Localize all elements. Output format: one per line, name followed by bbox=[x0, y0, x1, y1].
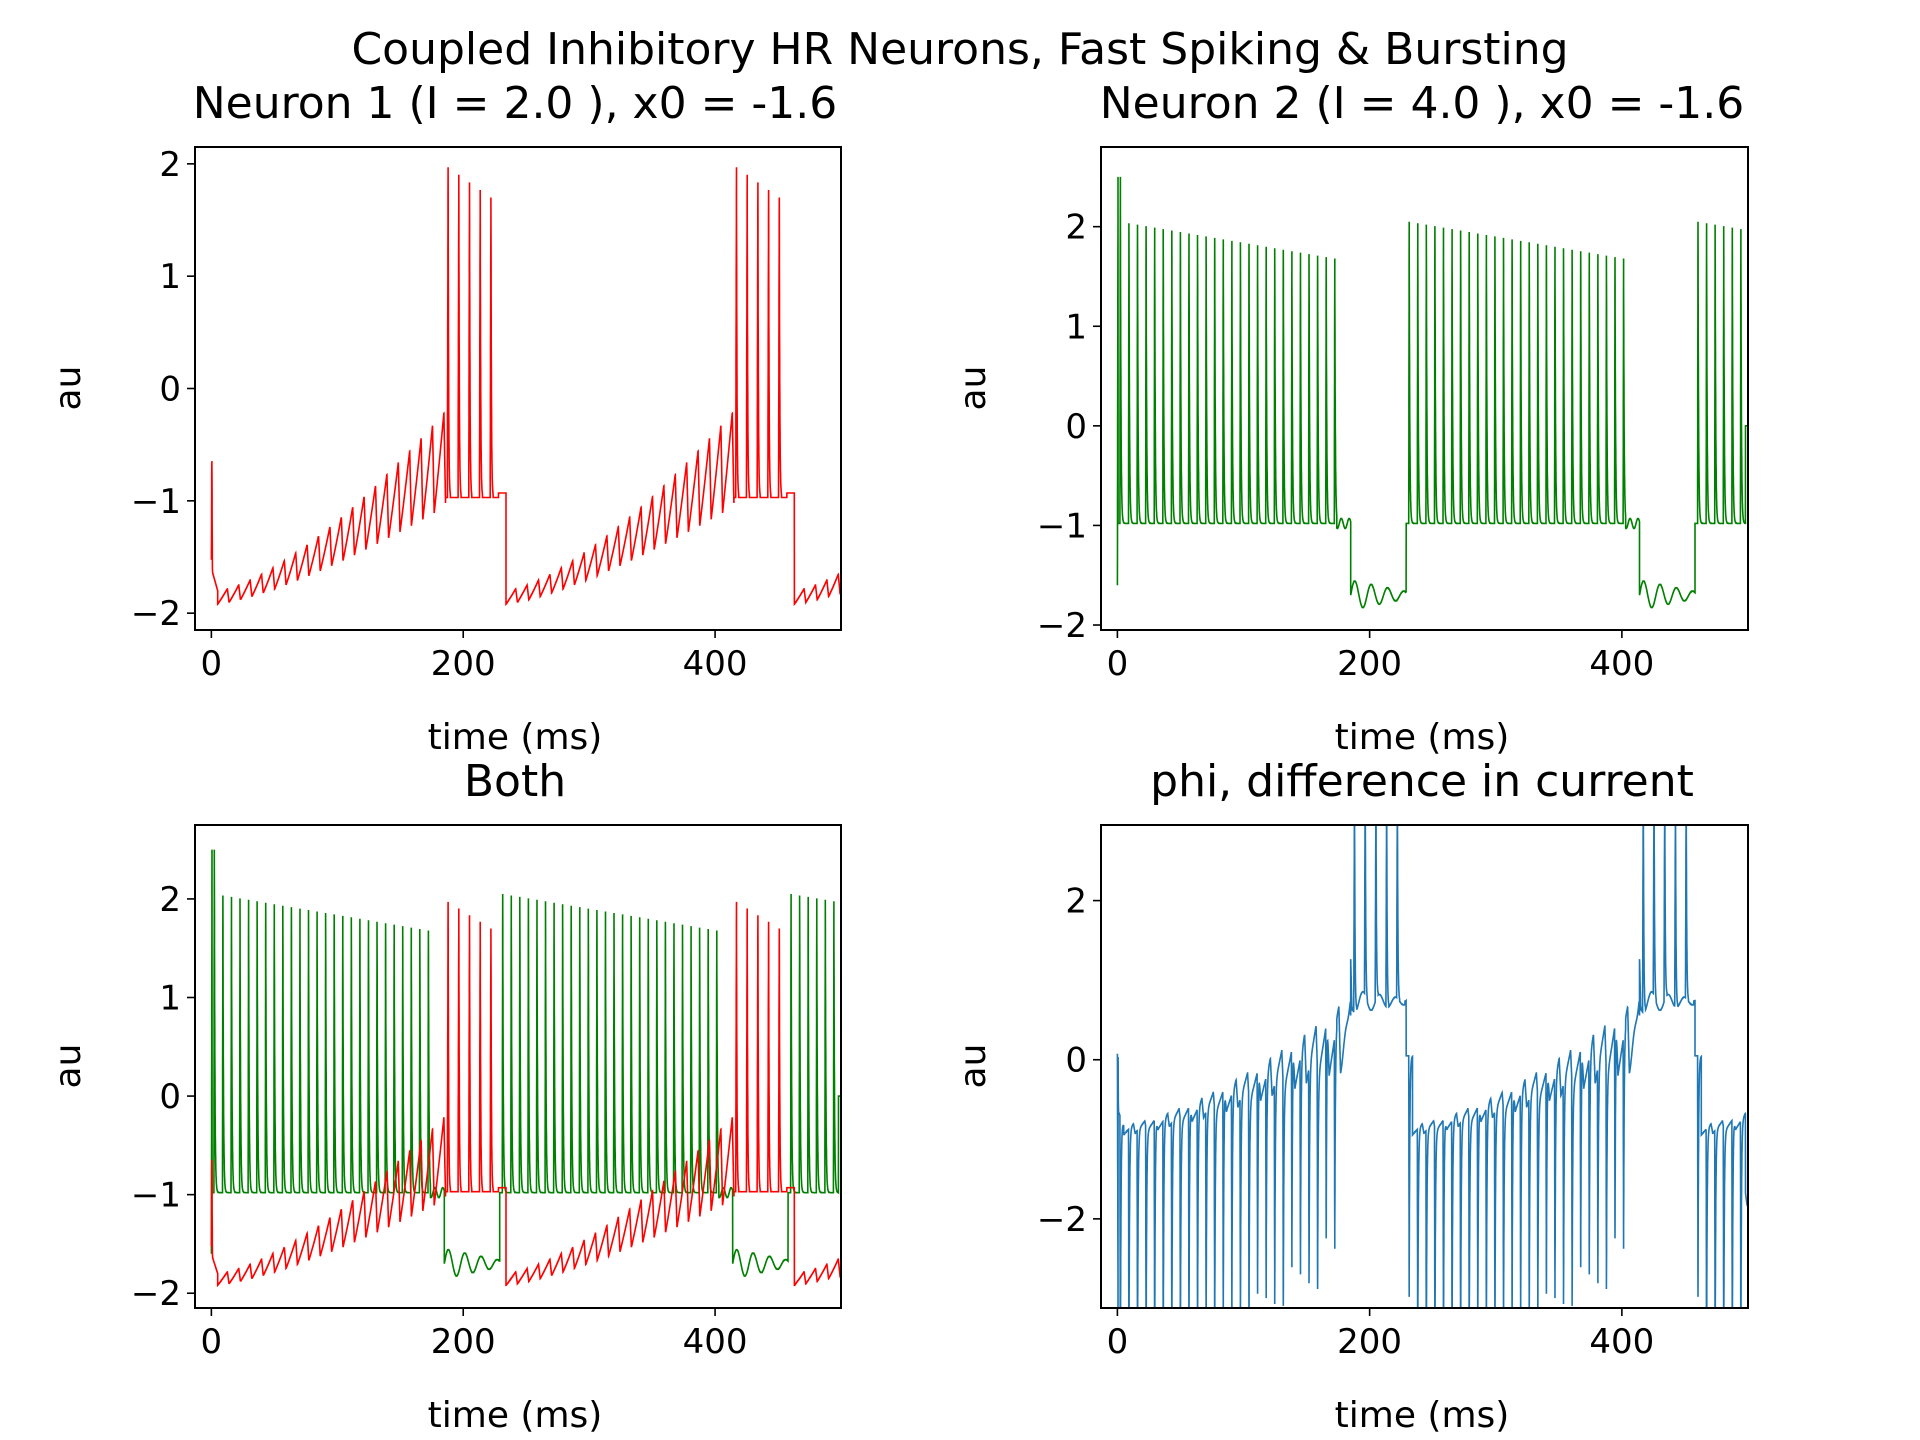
y-tick-label: 0 bbox=[1065, 1041, 1087, 1081]
plot-area-neuron1: 0 200 400 −2 −1 0 1 2 bbox=[131, 145, 841, 684]
x-tick-label: 400 bbox=[683, 644, 748, 684]
y-tick-label: −2 bbox=[1037, 1200, 1087, 1240]
subplot-both: Both 0 200 400 −2 −1 0 1 2 time (ms) au bbox=[48, 756, 842, 1436]
y-tick-label: −2 bbox=[131, 1274, 181, 1314]
series-line bbox=[210, 901, 841, 1288]
figure-suptitle: Coupled Inhibitory HR Neurons, Fast Spik… bbox=[351, 24, 1568, 75]
axes-frame bbox=[1100, 146, 1749, 631]
x-tick-label: 400 bbox=[683, 1322, 748, 1362]
axes-frame bbox=[194, 146, 842, 631]
y-axis-label: au bbox=[953, 366, 994, 411]
x-axis-label: time (ms) bbox=[428, 717, 603, 758]
y-tick-label: −2 bbox=[131, 594, 181, 634]
x-axis-label: time (ms) bbox=[1335, 717, 1510, 758]
subplot-phi: phi, difference in current 0 200 400 −2 0 2 t… bbox=[953, 756, 1749, 1436]
subplot-title: Both bbox=[464, 756, 566, 807]
y-tick-label: −2 bbox=[1037, 606, 1087, 646]
plot-area-both: 0 200 400 −2 −1 0 1 2 bbox=[131, 849, 841, 1362]
x-tick-label: 200 bbox=[431, 1322, 496, 1362]
x-tick-label: 0 bbox=[1107, 1322, 1129, 1362]
series-line bbox=[1116, 176, 1748, 609]
x-tick-label: 400 bbox=[1589, 1322, 1654, 1362]
x-tick-label: 200 bbox=[1337, 644, 1402, 684]
series-line bbox=[210, 167, 841, 607]
x-tick-label: 0 bbox=[201, 1322, 223, 1362]
x-tick-label: 0 bbox=[1107, 644, 1129, 684]
series-line bbox=[1116, 825, 1748, 1308]
subplot-title: phi, difference in current bbox=[1150, 756, 1694, 807]
y-tick-label: −1 bbox=[1037, 506, 1087, 546]
y-tick-label: 0 bbox=[1065, 407, 1087, 447]
y-tick-label: −1 bbox=[131, 482, 181, 522]
y-tick-label: 1 bbox=[159, 257, 181, 297]
y-tick-label: 2 bbox=[159, 880, 181, 920]
subplot-title: Neuron 1 (I = 2.0 ), x0 = -1.6 bbox=[193, 78, 838, 129]
subplot-title: Neuron 2 (I = 4.0 ), x0 = -1.6 bbox=[1100, 78, 1745, 129]
x-tick-label: 400 bbox=[1589, 644, 1654, 684]
y-tick-label: 2 bbox=[159, 145, 181, 185]
x-tick-label: 200 bbox=[1337, 1322, 1402, 1362]
subplot-neuron1: Neuron 1 (I = 2.0 ), x0 = -1.6 0 200 400 −2… bbox=[48, 78, 842, 758]
x-tick-label: 0 bbox=[201, 644, 223, 684]
y-tick-label: 2 bbox=[1065, 882, 1087, 922]
x-axis-label: time (ms) bbox=[428, 1395, 603, 1436]
y-axis-label: au bbox=[48, 366, 89, 411]
y-tick-label: −1 bbox=[131, 1176, 181, 1216]
axes-frame bbox=[194, 824, 842, 1309]
y-axis-label: au bbox=[953, 1044, 994, 1089]
series-line bbox=[210, 849, 841, 1278]
plot-area-neuron2: 0 200 400 −2 −1 0 1 2 bbox=[1037, 176, 1748, 684]
y-tick-label: 2 bbox=[1065, 208, 1087, 248]
y-axis-label: au bbox=[48, 1044, 89, 1089]
subplot-neuron2: Neuron 2 (I = 4.0 ), x0 = -1.6 0 200 400 −2… bbox=[953, 78, 1749, 758]
y-tick-label: 1 bbox=[1065, 307, 1087, 347]
y-tick-label: 0 bbox=[159, 1077, 181, 1117]
y-tick-label: 0 bbox=[159, 370, 181, 410]
plot-area-phi: 0 200 400 −2 0 2 bbox=[1037, 825, 1748, 1362]
axes-frame bbox=[1100, 824, 1749, 1309]
y-tick-label: 1 bbox=[159, 979, 181, 1019]
x-axis-label: time (ms) bbox=[1335, 1395, 1510, 1436]
x-tick-label: 200 bbox=[431, 644, 496, 684]
